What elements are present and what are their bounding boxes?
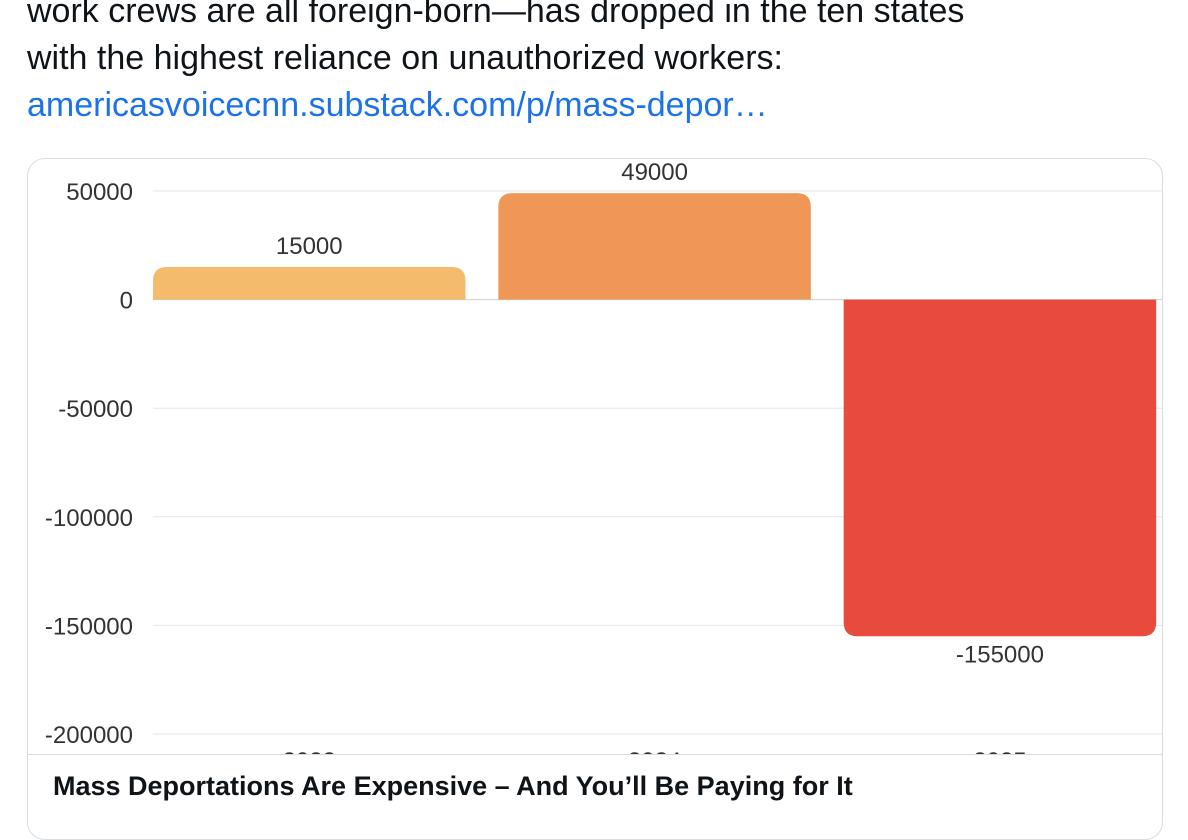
x-tick-label: 2023 — [283, 748, 336, 754]
x-tick-label: 2024 — [628, 748, 681, 754]
post-text-line: work crews are all foreign-born—has drop… — [27, 0, 965, 30]
y-tick-label: 0 — [120, 288, 133, 315]
data-label: -155000 — [956, 641, 1044, 668]
data-label: 15000 — [276, 233, 343, 260]
post-text: work crews are all foreign-born—has drop… — [27, 0, 1167, 129]
bar-2025 — [843, 299, 1157, 637]
bar-2024 — [498, 193, 811, 300]
link-preview-card[interactable]: 50000 0 -50000 -100000 -150000 -200000 15000 20… — [27, 158, 1163, 840]
y-tick-label: -50000 — [58, 396, 133, 423]
bar-2023 — [153, 267, 466, 300]
data-label: 49000 — [621, 159, 688, 186]
post-text-line: with the highest reliance on unauthorize… — [27, 39, 783, 77]
y-tick-label: 50000 — [66, 179, 133, 206]
bar-chart: 50000 0 -50000 -100000 -150000 -200000 15000 20… — [45, 159, 1162, 754]
y-tick-label: -150000 — [45, 613, 133, 640]
y-tick-label: -100000 — [45, 505, 133, 532]
card-title: Mass Deportations Are Expensive – And Yo… — [53, 771, 853, 801]
y-tick-label: -200000 — [45, 722, 133, 749]
card-divider — [28, 754, 1162, 755]
article-link[interactable]: americasvoicecnn.substack.com/p/mass-dep… — [27, 86, 768, 124]
card-image: 50000 0 -50000 -100000 -150000 -200000 15000 20… — [28, 159, 1162, 754]
x-tick-label: 2025 — [973, 748, 1026, 754]
